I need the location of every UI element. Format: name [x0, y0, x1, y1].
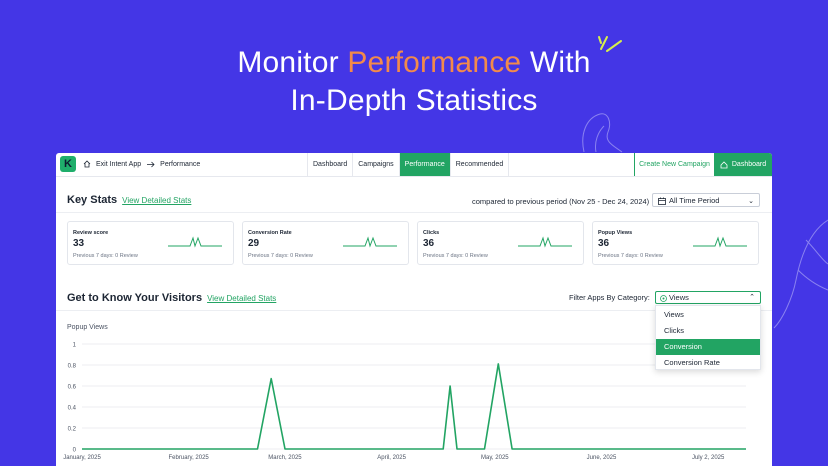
- category-filter-select[interactable]: Views ⌃: [655, 291, 761, 304]
- key-stats-title: Key Stats: [67, 194, 118, 206]
- stat-label: Popup Views: [598, 230, 633, 236]
- key-stats-detailed-link[interactable]: View Detailed Stats: [122, 196, 192, 205]
- stat-label: Review score: [73, 230, 109, 236]
- tab-dashboard[interactable]: Dashboard: [307, 153, 352, 176]
- branch-outline-decoration-icon: [773, 219, 828, 329]
- period-select[interactable]: All Time Period ⌄: [652, 193, 760, 207]
- x-tick-label: March, 2025: [268, 455, 302, 461]
- sparkline-icon: [168, 236, 222, 248]
- stat-card-conversion-rate: Conversion Rate 29 Previous 7 days: 0 Re…: [242, 221, 409, 265]
- create-new-campaign-button[interactable]: Create New Campaign: [634, 153, 714, 176]
- hero-title-line1: Monitor Performance With: [0, 46, 828, 80]
- y-tick-label: 0.8: [68, 364, 77, 370]
- stat-value: 29: [248, 238, 260, 249]
- eye-icon: [660, 295, 667, 302]
- calendar-icon: [658, 197, 666, 205]
- stat-value: 36: [423, 238, 435, 249]
- breadcrumb-current: Performance: [160, 160, 201, 168]
- chart-title: Popup Views: [67, 324, 108, 331]
- x-tick-label: July 2, 2025: [692, 455, 725, 461]
- key-stats-header: Key Stats View Detailed Stats: [67, 194, 191, 206]
- y-tick-label: 0.6: [68, 385, 77, 391]
- sparkline-icon: [343, 236, 397, 248]
- hero-title-line2: In-Depth Statistics: [290, 84, 538, 117]
- stat-label: Conversion Rate: [248, 230, 292, 236]
- visitors-header: Get to Know Your Visitors View Detailed …: [67, 292, 276, 304]
- dropdown-option-clicks[interactable]: Clicks: [664, 325, 684, 335]
- leaf-outline-decoration-icon: [582, 113, 623, 153]
- dashboard-button[interactable]: Dashboard: [714, 153, 772, 176]
- popup-views-chart: 0 0.2 0.4 0.6 0.8 1 January, 2025 February, 202…: [63, 343, 746, 461]
- dashboard-icon: [720, 160, 728, 168]
- sparkline-icon: [693, 236, 747, 248]
- stat-card-review-score: Review score 33 Previous 7 days: 0 Revie…: [67, 221, 234, 265]
- category-filter-value: Views: [669, 293, 689, 302]
- sparkle-decoration-icon: [598, 36, 622, 52]
- breadcrumb: Exit Intent App Performance: [83, 160, 200, 168]
- app-window: K Exit Intent App Performance Dashboard …: [56, 153, 772, 466]
- y-tick-label: 1: [73, 343, 77, 349]
- filter-label: Filter Apps By Category:: [569, 293, 650, 302]
- stat-value: 36: [598, 238, 610, 249]
- tab-performance[interactable]: Performance: [398, 153, 450, 176]
- category-dropdown-menu: Views Clicks Conversion Conversion Rate: [655, 305, 761, 370]
- stat-previous: Previous 7 days: 0 Review: [73, 253, 138, 259]
- tab-campaigns[interactable]: Campaigns: [352, 153, 398, 176]
- visitors-title: Get to Know Your Visitors: [67, 292, 203, 304]
- stat-label: Clicks: [423, 230, 440, 236]
- breadcrumb-app-link[interactable]: Exit Intent App: [96, 160, 142, 168]
- section-divider: [56, 212, 772, 213]
- section-divider: [56, 310, 772, 311]
- main-tabs: Dashboard Campaigns Performance Recommen…: [307, 153, 510, 176]
- app-logo[interactable]: K: [60, 156, 76, 172]
- arrow-right-icon: [147, 161, 155, 167]
- period-select-value: All Time Period: [669, 195, 720, 205]
- hero-title-part2: With: [521, 46, 591, 79]
- x-tick-label: June, 2025: [587, 455, 617, 461]
- x-tick-label: February, 2025: [169, 455, 210, 461]
- dropdown-option-views[interactable]: Views: [664, 309, 684, 319]
- x-tick-label: May, 2025: [481, 455, 509, 461]
- chevron-down-icon: ⌄: [748, 198, 754, 205]
- compare-period-text: compared to previous period (Nov 25 - De…: [472, 197, 650, 206]
- stat-previous: Previous 7 days: 0 Review: [423, 253, 488, 259]
- dropdown-option-conversion-rate[interactable]: Conversion Rate: [664, 358, 720, 368]
- x-tick-label: January, 2025: [63, 455, 101, 461]
- stat-card-clicks: Clicks 36 Previous 7 days: 0 Review: [417, 221, 584, 265]
- stat-previous: Previous 7 days: 0 Review: [598, 253, 663, 259]
- stat-card-popup-views: Popup Views 36 Previous 7 days: 0 Review: [592, 221, 759, 265]
- chevron-up-icon: ⌃: [749, 294, 755, 301]
- y-tick-label: 0.4: [68, 406, 77, 412]
- stat-value: 33: [73, 238, 85, 249]
- top-navigation-bar: K Exit Intent App Performance Dashboard …: [56, 153, 772, 177]
- stat-previous: Previous 7 days: 0 Review: [248, 253, 313, 259]
- y-tick-label: 0: [73, 448, 77, 454]
- hero-title-accent: Performance: [347, 46, 522, 79]
- sparkline-icon: [518, 236, 572, 248]
- visitors-detailed-link[interactable]: View Detailed Stats: [207, 294, 277, 303]
- tab-recommended[interactable]: Recommended: [449, 153, 510, 176]
- series-line: [82, 363, 746, 450]
- dropdown-option-conversion[interactable]: Conversion: [656, 338, 760, 355]
- dashboard-button-label: Dashboard: [731, 161, 767, 168]
- x-tick-label: April, 2025: [377, 455, 406, 461]
- y-tick-label: 0.2: [68, 427, 77, 433]
- home-icon[interactable]: [83, 160, 91, 168]
- hero-title-part1: Monitor: [237, 46, 348, 79]
